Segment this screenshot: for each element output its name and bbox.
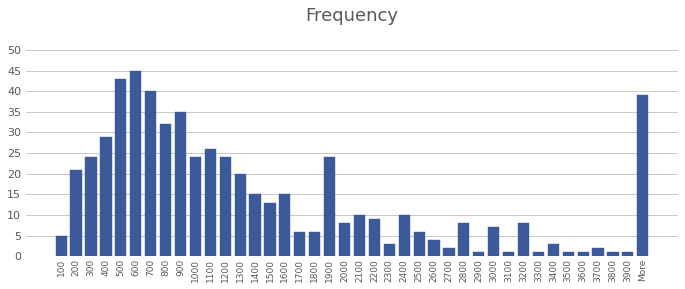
Bar	[175, 112, 186, 256]
Bar	[548, 244, 559, 256]
Bar	[160, 124, 171, 256]
Bar	[324, 157, 335, 256]
Bar	[249, 194, 261, 256]
Bar	[384, 244, 395, 256]
Bar	[593, 248, 603, 256]
Bar	[562, 252, 574, 256]
Bar	[279, 194, 290, 256]
Bar	[100, 137, 112, 256]
Bar	[458, 223, 469, 256]
Bar	[503, 252, 514, 256]
Bar	[130, 71, 141, 256]
Bar	[414, 231, 425, 256]
Bar	[473, 252, 484, 256]
Bar	[369, 219, 380, 256]
Bar	[264, 203, 275, 256]
Bar	[354, 215, 365, 256]
Bar	[488, 227, 499, 256]
Bar	[533, 252, 544, 256]
Bar	[622, 252, 634, 256]
Bar	[443, 248, 455, 256]
Bar	[339, 223, 350, 256]
Bar	[518, 223, 529, 256]
Bar	[637, 95, 649, 256]
Title: Frequency: Frequency	[306, 7, 399, 25]
Bar	[71, 170, 82, 256]
Bar	[399, 215, 410, 256]
Bar	[428, 240, 440, 256]
Bar	[115, 79, 127, 256]
Bar	[608, 252, 619, 256]
Bar	[577, 252, 588, 256]
Bar	[294, 231, 306, 256]
Bar	[55, 236, 66, 256]
Bar	[220, 157, 231, 256]
Bar	[234, 174, 246, 256]
Bar	[205, 149, 216, 256]
Bar	[86, 157, 97, 256]
Bar	[190, 157, 201, 256]
Bar	[309, 231, 321, 256]
Bar	[145, 91, 156, 256]
